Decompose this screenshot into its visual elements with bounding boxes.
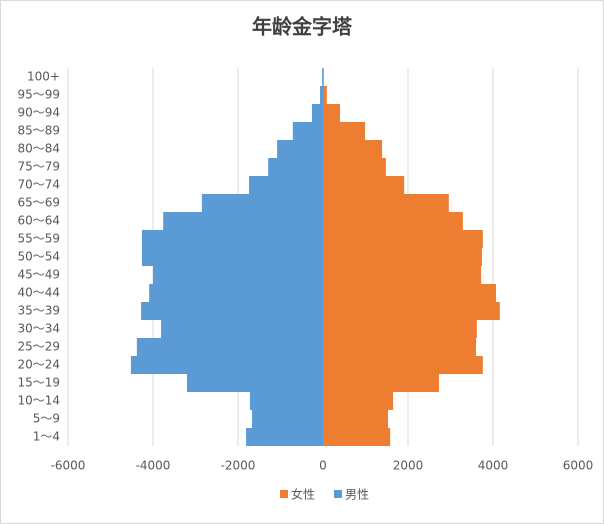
bar: [322, 68, 323, 86]
bar: [323, 302, 500, 320]
y-tick-label: 90～94: [17, 106, 60, 120]
legend-swatch: [280, 490, 288, 498]
x-tick-label: 2000: [393, 459, 424, 473]
bar: [323, 212, 463, 230]
bar: [163, 212, 323, 230]
bar: [268, 158, 323, 176]
bar: [323, 284, 496, 302]
bar: [323, 410, 389, 428]
y-tick-label: 30～34: [17, 322, 60, 336]
bar: [323, 230, 483, 248]
bar: [136, 338, 323, 356]
bar: [141, 302, 323, 320]
y-tick-label: 95～99: [17, 88, 60, 102]
bar: [323, 338, 476, 356]
y-tick-label: 60～64: [17, 214, 60, 228]
bar: [249, 176, 323, 194]
y-tick-label: 50～54: [17, 250, 60, 264]
chart-title: 年龄金字塔: [252, 15, 353, 39]
x-tick-label: 6000: [563, 459, 594, 473]
x-tick-label: 0: [319, 459, 327, 473]
y-tick-label: 20～24: [17, 358, 60, 372]
bar: [311, 104, 323, 122]
bar: [187, 374, 323, 392]
bar: [323, 158, 386, 176]
bar: [153, 266, 323, 284]
legend-label: 女性: [291, 487, 315, 502]
x-tick-label: -2000: [221, 459, 256, 473]
bar: [149, 284, 323, 302]
y-tick-label: 75～79: [17, 160, 60, 174]
bar: [323, 356, 483, 374]
bar: [292, 122, 323, 140]
y-tick-label: 85～89: [17, 124, 60, 138]
bar: [201, 194, 323, 212]
bar: [277, 140, 323, 158]
y-tick-label: 65～69: [17, 196, 60, 210]
y-tick-label: 25～29: [17, 340, 60, 354]
legend-swatch: [334, 490, 342, 498]
y-tick-label: 40～44: [17, 286, 60, 300]
x-tick-label: -4000: [136, 459, 171, 473]
bar: [323, 176, 405, 194]
bar: [323, 248, 482, 266]
y-tick-label: 70～74: [17, 178, 60, 192]
bar: [323, 320, 477, 338]
bar: [246, 428, 323, 446]
bar: [161, 320, 323, 338]
y-tick-label: 10～14: [17, 394, 60, 408]
bar: [141, 230, 323, 248]
bar: [323, 68, 324, 86]
bar: [323, 86, 327, 104]
x-tick-label: 4000: [478, 459, 509, 473]
y-tick-label: 45～49: [17, 268, 60, 282]
bar: [323, 194, 449, 212]
bar: [323, 392, 394, 410]
bar: [323, 374, 440, 392]
bar: [323, 266, 482, 284]
y-tick-label: 35～39: [17, 304, 60, 318]
bar: [323, 140, 383, 158]
bar: [130, 356, 323, 374]
bar: [141, 248, 323, 266]
y-tick-label: 1～4: [33, 430, 60, 444]
y-tick-label: 15～19: [17, 376, 60, 390]
bar: [323, 122, 366, 140]
bar: [323, 428, 391, 446]
y-tick-label: 80～84: [17, 142, 60, 156]
y-tick-label: 55～59: [17, 232, 60, 246]
x-tick-label: -6000: [51, 459, 86, 473]
y-tick-label: 100+: [27, 70, 60, 84]
y-tick-label: 5～9: [33, 412, 60, 426]
legend-label: 男性: [345, 488, 369, 502]
bar: [320, 86, 323, 104]
bar: [323, 104, 340, 122]
bar: [252, 410, 323, 428]
bar: [249, 392, 323, 410]
